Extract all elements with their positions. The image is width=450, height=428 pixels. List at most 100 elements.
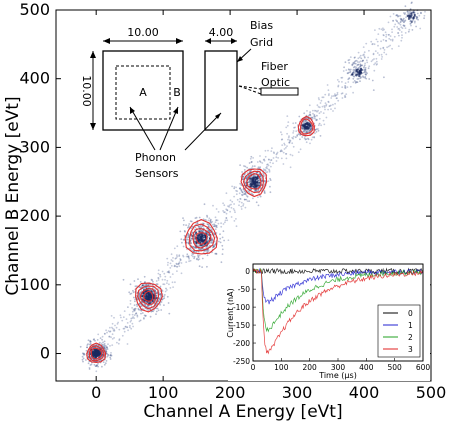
scatter-point (288, 141, 290, 144)
scatter-point (240, 193, 243, 196)
contour-ring (184, 218, 218, 255)
scatter-point (155, 292, 158, 294)
scatter-point (280, 157, 283, 160)
scatter-point (95, 349, 98, 352)
scatter-point (143, 275, 146, 278)
scatter-point (348, 58, 351, 61)
scatter-point (310, 128, 313, 131)
scatter-point (222, 202, 225, 205)
scatter-point (209, 219, 212, 222)
scatter-point (191, 231, 194, 234)
scatter-point (281, 150, 283, 153)
scatter-point (159, 303, 162, 306)
scatter-point (143, 318, 145, 320)
scatter-point (166, 271, 169, 273)
scatter-point (389, 35, 392, 37)
scatter-point (182, 224, 185, 226)
scatter-point (393, 35, 396, 38)
scatter-point (211, 238, 214, 241)
scatter-point (319, 135, 322, 137)
scatter-point (205, 247, 207, 250)
scatter-point (197, 239, 200, 241)
scatter-point (413, 21, 416, 24)
scatter-point (195, 223, 197, 226)
scatter-point (210, 222, 213, 224)
scatter-point (336, 97, 338, 99)
scatter-point (396, 14, 398, 17)
scatter-point (251, 183, 253, 186)
scatter-point (303, 131, 306, 133)
scatter-point (360, 57, 363, 60)
scatter-point (382, 27, 384, 30)
scatter-point (337, 99, 340, 102)
scatter-point (254, 189, 257, 191)
scatter-point (206, 251, 208, 253)
scatter-point (348, 68, 351, 71)
scatter-point (183, 219, 185, 222)
scatter-point (185, 238, 188, 240)
scatter-point (344, 96, 347, 98)
scatter-point (345, 93, 348, 95)
scatter-point (179, 258, 182, 261)
scatter-point (399, 17, 402, 20)
scatter-point (309, 129, 312, 132)
scatter-point (252, 185, 255, 187)
scatter-point (252, 197, 254, 200)
scatter-point (103, 345, 106, 348)
scatter-point (220, 222, 223, 225)
scatter-point (131, 310, 134, 313)
scatter-point (219, 233, 221, 236)
scatter-point (209, 231, 212, 234)
scatter-point (361, 64, 363, 67)
contour-ring (189, 223, 216, 252)
scatter-point (211, 237, 214, 240)
scatter-point (82, 360, 84, 363)
scatter-point (270, 165, 272, 168)
scatter-point (328, 105, 331, 107)
scatter-point (248, 180, 251, 183)
scatter-point (150, 278, 153, 281)
scatter-point (296, 134, 299, 136)
scatter-point (389, 15, 392, 18)
scatter-point (299, 138, 301, 141)
scatter-point (311, 136, 314, 139)
scatter-point (244, 198, 246, 201)
scatter-point (236, 198, 239, 201)
scatter-point (305, 131, 308, 133)
scatter-point (97, 362, 99, 365)
scatter-point (415, 16, 418, 18)
scatter-point (227, 205, 229, 208)
scatter-point (344, 85, 347, 88)
scatter-point (243, 190, 246, 193)
scatter-point (122, 316, 125, 319)
scatter-point (105, 346, 108, 348)
scatter-point (113, 328, 116, 331)
scatter-point (116, 341, 118, 344)
scatter-point (134, 300, 136, 303)
scatter-point (124, 325, 127, 328)
scatter-point (313, 136, 315, 138)
scatter-point (276, 151, 279, 154)
scatter-point (222, 223, 225, 225)
scatter-point (382, 39, 385, 41)
scatter-point (96, 339, 99, 341)
scatter-point (344, 94, 346, 97)
scatter-point (139, 281, 142, 283)
scatter-point (192, 246, 195, 248)
scatter-point (272, 151, 275, 154)
scatter-point (196, 222, 199, 225)
scatter-point (190, 254, 193, 257)
scatter-point (176, 245, 179, 248)
scatter-point (256, 176, 259, 179)
width-arrow-right (176, 38, 183, 44)
scatter-point (263, 191, 266, 194)
scatter-point (305, 119, 308, 122)
scatter-point (188, 258, 191, 260)
scatter-point (285, 153, 288, 155)
scatter-point (126, 326, 129, 328)
scatter-point (178, 254, 181, 256)
scatter-point (342, 70, 345, 72)
scatter-point (213, 246, 215, 248)
scatter-point (397, 15, 399, 18)
